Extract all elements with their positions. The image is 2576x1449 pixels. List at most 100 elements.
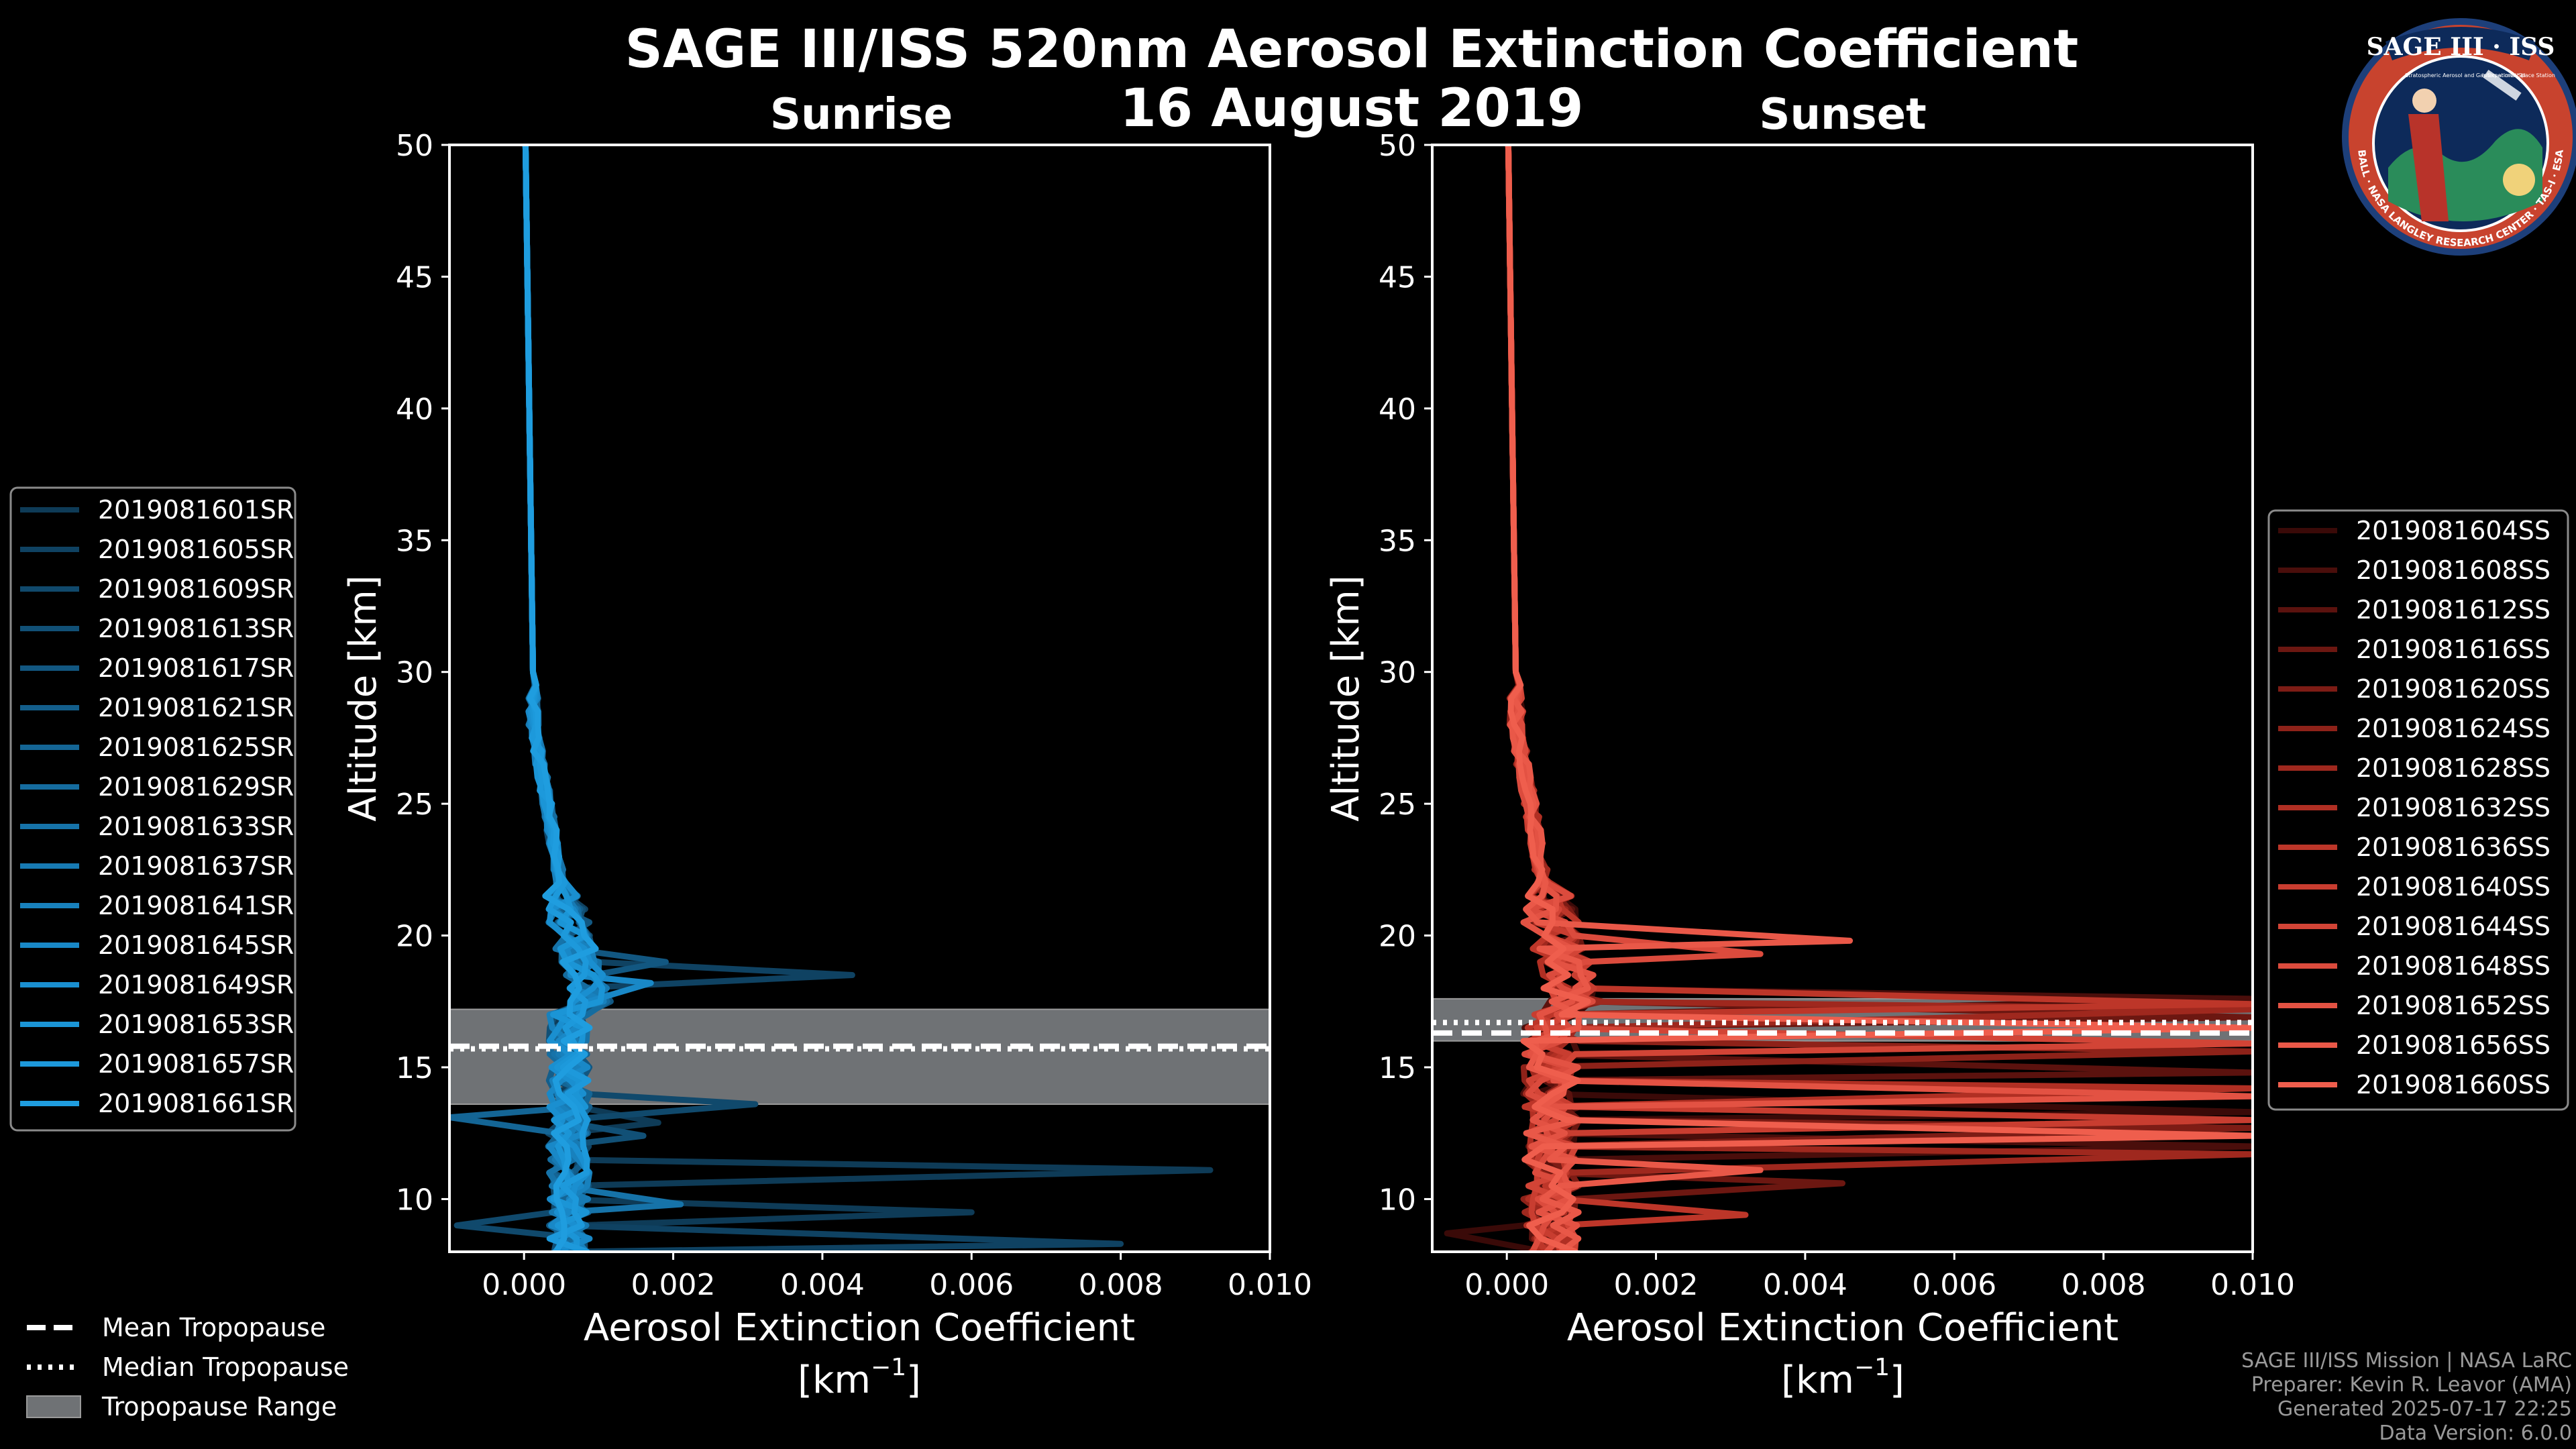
sunrise-y-tick-label: 45 <box>396 260 433 294</box>
sunset-legend-item: 2019081656SS <box>2356 1030 2551 1060</box>
tropopause-legend-item: Tropopause Range <box>101 1392 337 1421</box>
sage-mission-logo: SAGE III · ISS Stratospheric Aerosol and… <box>2342 18 2576 256</box>
sunrise-y-tick-label: 25 <box>396 788 433 822</box>
logo-title: SAGE III · ISS <box>2367 33 2555 61</box>
sunset-legend-item: 2019081604SS <box>2356 516 2551 545</box>
sunrise-legend-item: 2019081633SR <box>98 812 294 841</box>
sunrise-x-tick-label: 0.004 <box>780 1268 865 1302</box>
sunrise-legend-box <box>9 486 297 1132</box>
sunrise-plot-area <box>449 145 1270 1252</box>
sunset-x-axis-unit: [km−1] <box>1781 1354 1904 1402</box>
sunrise-legend-item: 2019081645SR <box>98 930 294 960</box>
sunrise-y-tick-label: 10 <box>396 1183 433 1217</box>
credits: SAGE III/ISS Mission | NASA LaRC Prepare… <box>2241 1349 2572 1445</box>
sunrise-legend-item: 2019081621SR <box>98 693 294 722</box>
figure-date: 16 August 2019 <box>1120 78 1584 139</box>
sunrise-legend-item: 2019081629SR <box>98 772 294 802</box>
sunrise-x-tick-label: 0.010 <box>1228 1268 1312 1302</box>
sunset-y-tick-label: 40 <box>1379 392 1416 427</box>
sunset-legend-item: 2019081648SS <box>2356 951 2551 981</box>
sunset-legend-item: 2019081660SS <box>2356 1070 2551 1099</box>
sunset-x-tick-label: 0.006 <box>1912 1268 1996 1302</box>
sunset-y-tick-label: 10 <box>1379 1183 1416 1217</box>
sunrise-y-tick-label: 15 <box>396 1051 433 1085</box>
sunset-legend-item: 2019081652SS <box>2356 991 2551 1020</box>
sunset-plot: 0.000 0.002 0.004 0.006 0.008 0.010 10 15 20 25 30… <box>1324 129 2295 1402</box>
sunset-legend-box <box>2267 509 2569 1111</box>
logo-sun-icon <box>2503 164 2535 196</box>
sunset-x-tick-label: 0.004 <box>1763 1268 1847 1302</box>
sunset-subtitle: Sunset <box>1759 90 1926 140</box>
sunrise-legend-item: 2019081601SR <box>98 495 294 525</box>
sunrise-x-axis-unit: [km−1] <box>798 1354 921 1402</box>
sunset-legend-item: 2019081632SS <box>2356 793 2551 822</box>
sunset-y-tick-label: 50 <box>1379 129 1416 163</box>
sunset-legend-item: 2019081636SS <box>2356 833 2551 862</box>
sunset-ticks: 0.000 0.002 0.004 0.006 0.008 0.010 10 15 20 25 30… <box>1379 129 2295 1302</box>
sunrise-x-tick-label: 0.000 <box>482 1268 566 1302</box>
sunset-legend: 2019081604SS 2019081608SS 2019081612SS 2019… <box>2267 509 2569 1111</box>
sunset-legend-item: 2019081608SS <box>2356 555 2551 585</box>
tropopause-legend-item: Median Tropopause <box>102 1352 349 1382</box>
logo-inner-text-left: Stratospheric Aerosol and Gas Experiment… <box>2405 72 2525 78</box>
credit-line-2: Preparer: Kevin R. Leavor (AMA) <box>2251 1373 2572 1397</box>
sunset-y-axis-label: Altitude [km] <box>1324 575 1368 821</box>
logo-figure-head-icon <box>2412 89 2436 113</box>
sunset-legend-item: 2019081612SS <box>2356 595 2551 625</box>
sunset-legend-item: 2019081620SS <box>2356 674 2551 704</box>
sunset-x-tick-label: 0.008 <box>2061 1268 2146 1302</box>
sunrise-subtitle: Sunrise <box>770 90 953 140</box>
sunrise-legend-item: 2019081625SR <box>98 733 294 762</box>
logo-banner <box>2385 27 2536 60</box>
sunset-plot-area <box>1432 145 2253 1252</box>
sunrise-legend-item: 2019081637SR <box>98 851 294 881</box>
sunset-x-tick-label: 0.010 <box>2210 1268 2295 1302</box>
sunset-x-axis-label: Aerosol Extinction Coefficient <box>1567 1306 2118 1350</box>
sunrise-y-tick-label: 20 <box>396 920 433 954</box>
sunrise-x-tick-label: 0.006 <box>929 1268 1014 1302</box>
logo-inner-text-right: International Space Station <box>2482 72 2555 78</box>
sunrise-y-tick-label: 30 <box>396 656 433 690</box>
sunset-legend-item: 2019081616SS <box>2356 635 2551 664</box>
tropopause-legend-item: Mean Tropopause <box>102 1313 325 1342</box>
sunset-y-tick-label: 30 <box>1379 656 1416 690</box>
figure-title: SAGE III/ISS 520nm Aerosol Extinction Co… <box>625 19 2079 80</box>
sunrise-ticks: 0.000 0.002 0.004 0.006 0.008 0.010 10 15 20 25 30… <box>396 129 1312 1302</box>
credit-line-1: SAGE III/ISS Mission | NASA LaRC <box>2241 1349 2572 1373</box>
sunrise-legend-item: 2019081649SR <box>98 970 294 1000</box>
sunset-profile-2019081660SS <box>1505 145 2253 1252</box>
sunrise-profile-2019081661SR <box>522 145 599 1252</box>
sunrise-y-tick-label: 50 <box>396 129 433 163</box>
sunset-legend-item: 2019081640SS <box>2356 872 2551 902</box>
sunrise-legend-item: 2019081641SR <box>98 891 294 920</box>
sunset-x-tick-label: 0.002 <box>1614 1268 1699 1302</box>
logo-figure-icon <box>2408 114 2449 221</box>
sunset-legend-item: 2019081628SS <box>2356 753 2551 783</box>
tropopause-legend: Mean Tropopause Median Tropopause Tropopau… <box>26 1313 349 1421</box>
sunset-axes-frame <box>1431 144 2254 1253</box>
sunrise-x-tick-label: 0.002 <box>631 1268 716 1302</box>
sunset-legend-item: 2019081624SS <box>2356 714 2551 743</box>
credit-line-3: Generated 2025-07-17 22:25 <box>2277 1397 2572 1421</box>
credit-line-4: Data Version: 6.0.0 <box>2379 1421 2572 1445</box>
sunrise-y-tick-label: 40 <box>396 392 433 427</box>
sunrise-plot: 0.000 0.002 0.004 0.006 0.008 0.010 10 15 20 25 30… <box>341 129 1312 1402</box>
sunrise-legend-item: 2019081609SR <box>98 574 294 604</box>
sunrise-legend-item: 2019081605SR <box>98 535 294 564</box>
sunset-x-tick-label: 0.000 <box>1464 1268 1549 1302</box>
sunrise-x-axis-label: Aerosol Extinction Coefficient <box>584 1306 1135 1350</box>
sunrise-legend-item: 2019081617SR <box>98 653 294 683</box>
sunrise-legend-item: 2019081657SR <box>98 1049 294 1079</box>
sunset-y-tick-label: 45 <box>1379 260 1416 294</box>
sunset-y-tick-label: 20 <box>1379 920 1416 954</box>
sunrise-y-axis-label: Altitude [km] <box>341 575 385 821</box>
sunrise-axes-frame <box>448 144 1271 1253</box>
sunset-y-tick-label: 35 <box>1379 524 1416 558</box>
sunrise-legend: 2019081601SR 2019081605SR 2019081609SR 2019… <box>9 486 297 1132</box>
sunrise-legend-item: 2019081613SR <box>98 614 294 643</box>
sunset-y-tick-label: 15 <box>1379 1051 1416 1085</box>
sunrise-y-tick-label: 35 <box>396 524 433 558</box>
logo-station-icon <box>2483 70 2522 101</box>
